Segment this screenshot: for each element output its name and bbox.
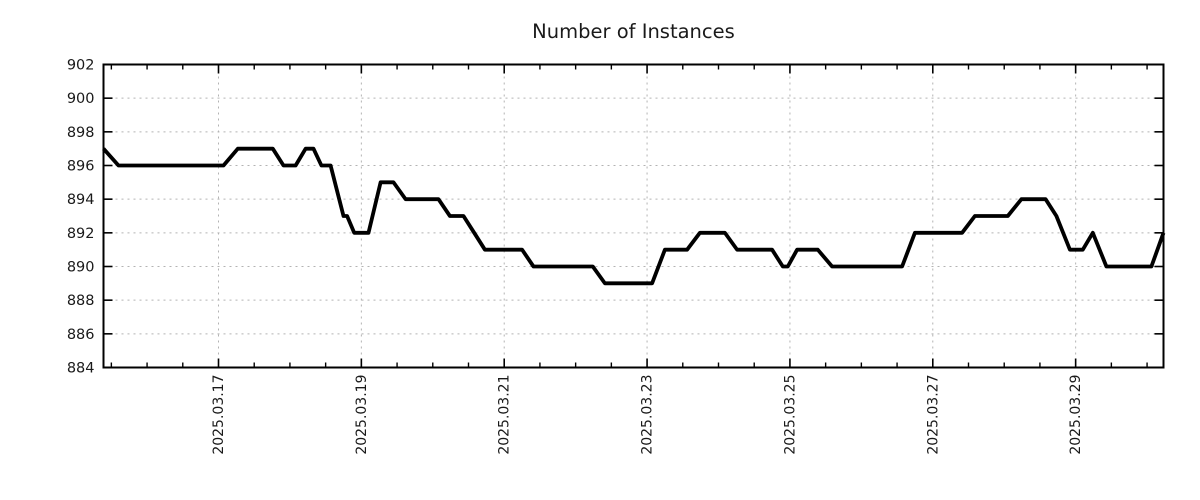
y-tick-label: 900	[67, 91, 95, 107]
x-tick-label: 2025.03.25	[782, 375, 798, 455]
y-tick-label: 896	[67, 159, 95, 175]
x-tick-label: 2025.03.29	[1068, 375, 1084, 455]
tick-labels: 884 886 888 890 892 894 896 898 900 902 2025.03.17…	[67, 58, 1084, 455]
x-tick-label: 2025.03.27	[925, 375, 941, 455]
y-tick-label: 902	[67, 58, 95, 74]
y-tick-label: 894	[67, 192, 95, 208]
x-tick-label: 2025.03.19	[354, 375, 370, 455]
y-tick-label: 890	[67, 260, 95, 276]
axes-and-ticks	[102, 63, 1165, 369]
plot-border	[102, 63, 1165, 369]
y-tick-label: 888	[67, 293, 95, 309]
y-tick-label: 898	[67, 125, 95, 141]
y-tick-label: 886	[67, 327, 95, 343]
data-line-number-of-instances	[102, 146, 1166, 286]
gridlines	[103, 64, 1164, 368]
x-tick-label: 2025.03.21	[497, 375, 513, 455]
chart-title: Number of Instances	[532, 20, 735, 43]
x-tick-label: 2025.03.17	[211, 375, 227, 455]
x-tick-label: 2025.03.23	[640, 375, 656, 455]
y-tick-label: 884	[67, 361, 95, 377]
y-tick-label: 892	[67, 226, 95, 242]
